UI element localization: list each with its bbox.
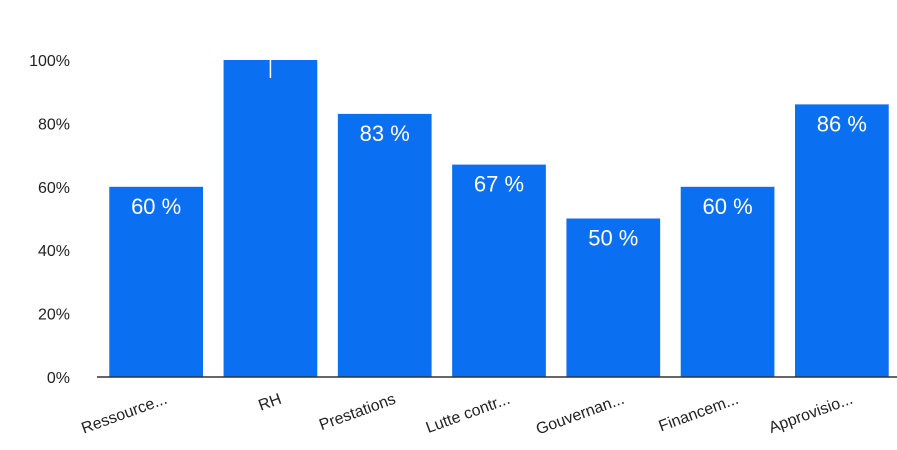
bar[interactable] xyxy=(109,186,203,377)
bar-data-label: 60 % xyxy=(131,194,181,219)
bar-data-label: 86 % xyxy=(817,111,867,136)
y-tick-label: 60% xyxy=(38,180,70,197)
x-tick-label: Ressource... xyxy=(79,391,169,438)
bar[interactable] xyxy=(680,186,775,377)
y-tick-label: 40% xyxy=(38,243,70,260)
bar-data-label: 50 % xyxy=(588,226,638,251)
bar[interactable] xyxy=(566,218,661,378)
x-tick-label: RH xyxy=(256,391,284,415)
x-tick-label: Gouvernan... xyxy=(534,391,627,439)
y-tick-label: 100% xyxy=(29,53,70,70)
bar-data-label: 83 % xyxy=(360,121,410,146)
bar-data-label: 67 % xyxy=(474,172,524,197)
bar-data-label: 60 % xyxy=(702,194,752,219)
x-tick-label: Financem... xyxy=(657,391,741,436)
x-tick-label: Lutte contr... xyxy=(424,391,513,437)
x-tick-label: Prestations xyxy=(317,391,398,434)
bar[interactable] xyxy=(223,60,318,377)
bars xyxy=(109,60,889,378)
data-labels: 60 % 83 % 67 % 50 % 60 % 86 % xyxy=(131,60,867,251)
bar[interactable] xyxy=(452,164,546,377)
x-tick-label: Approvisio... xyxy=(767,391,856,437)
y-tick-label: 0% xyxy=(47,370,70,387)
category-labels: Ressource... RH Prestations Lutte contr... G… xyxy=(79,391,855,439)
y-tick-label: 80% xyxy=(38,116,70,133)
y-tick-label: 20% xyxy=(38,307,70,324)
bar[interactable] xyxy=(337,113,432,377)
y-axis-ticks: 0% 20% 40% 60% 80% 100% xyxy=(29,53,70,387)
bar[interactable] xyxy=(795,104,889,377)
